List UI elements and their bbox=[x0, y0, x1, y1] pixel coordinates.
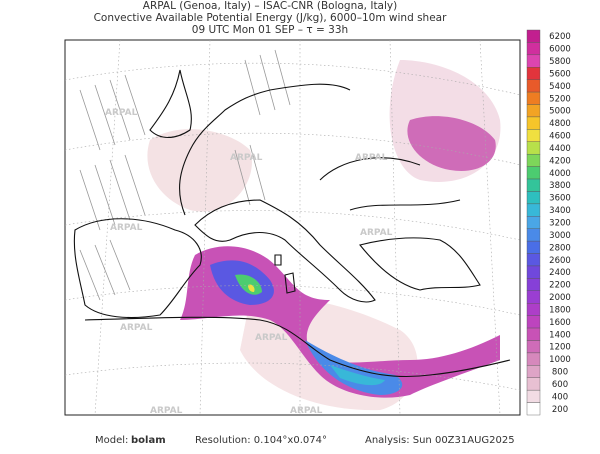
colorbar-label: 2800 bbox=[549, 243, 571, 253]
colorbar-swatch bbox=[526, 377, 541, 391]
colorbar-swatch bbox=[526, 327, 541, 341]
colorbar-label: 3400 bbox=[549, 206, 571, 216]
colorbar-swatch bbox=[526, 365, 541, 378]
colorbar-swatch bbox=[526, 67, 541, 80]
watermark: ARPAL bbox=[255, 333, 288, 343]
colorbar-swatch bbox=[526, 191, 541, 205]
colorbar-label: 1000 bbox=[549, 355, 571, 365]
footer-resolution: Resolution: 0.104°x0.074° bbox=[195, 435, 327, 446]
colorbar-swatch bbox=[526, 402, 541, 416]
watermark: ARPAL bbox=[150, 406, 183, 416]
colorbar-swatch bbox=[526, 91, 541, 105]
colorbar-label: 5600 bbox=[549, 69, 571, 79]
colorbar-swatch bbox=[526, 129, 541, 142]
colorbar-swatch bbox=[526, 389, 541, 403]
colorbar-label: 6000 bbox=[549, 45, 571, 55]
colorbar-swatch bbox=[526, 265, 541, 279]
colorbar-label: 1400 bbox=[549, 330, 571, 340]
colorbar-label: 600 bbox=[552, 380, 568, 390]
colorbar-label: 4200 bbox=[549, 156, 571, 166]
colorbar-swatch bbox=[526, 228, 541, 242]
colorbar-swatch bbox=[526, 166, 541, 180]
colorbar-swatch bbox=[526, 54, 541, 68]
colorbar-swatch bbox=[526, 29, 541, 43]
colorbar-label: 3800 bbox=[549, 181, 571, 191]
colorbar-label: 2000 bbox=[549, 293, 571, 303]
colorbar-swatch bbox=[526, 303, 541, 316]
colorbar-label: 1600 bbox=[549, 318, 571, 328]
colorbar-label: 6200 bbox=[549, 32, 571, 42]
colorbar-swatch bbox=[526, 290, 541, 304]
watermark: ARPAL bbox=[360, 228, 393, 238]
watermark: ARPAL bbox=[120, 323, 153, 333]
colorbar-label: 5200 bbox=[549, 94, 571, 104]
colorbar-label: 4400 bbox=[549, 144, 571, 154]
footer-analysis: Analysis: Sun 00Z31AUG2025 bbox=[365, 435, 515, 446]
colorbar-label: 1200 bbox=[549, 343, 571, 353]
watermark: ARPAL bbox=[110, 223, 143, 233]
colorbar-label: 4000 bbox=[549, 169, 571, 179]
colorbar-label: 4600 bbox=[549, 132, 571, 142]
colorbar-swatch bbox=[526, 352, 541, 366]
colorbar-swatch bbox=[526, 104, 541, 118]
colorbar-label: 2600 bbox=[549, 256, 571, 266]
colorbar-label: 3000 bbox=[549, 231, 571, 241]
colorbar-label: 5000 bbox=[549, 107, 571, 117]
colorbar-label: 2200 bbox=[549, 281, 571, 291]
colorbar-swatch bbox=[526, 340, 541, 354]
map: ARPAL ARPAL ARPAL ARPAL ARPAL ARPAL ARPA… bbox=[64, 39, 521, 416]
colorbar-swatch bbox=[526, 116, 541, 130]
colorbar-label: 200 bbox=[552, 405, 568, 415]
colorbar-label: 800 bbox=[552, 368, 568, 378]
colorbar-swatch bbox=[526, 141, 541, 155]
watermark: ARPAL bbox=[355, 153, 388, 163]
colorbar-swatch bbox=[526, 240, 541, 254]
colorbar-label: 5400 bbox=[549, 82, 571, 92]
colorbar-label: 2400 bbox=[549, 268, 571, 278]
colorbar-label: 400 bbox=[552, 392, 568, 402]
colorbar-swatch bbox=[526, 178, 541, 192]
colorbar-swatch bbox=[526, 153, 541, 167]
colorbar-swatch bbox=[526, 315, 541, 329]
colorbar-label: 4800 bbox=[549, 119, 571, 129]
colorbar-swatch bbox=[526, 216, 541, 229]
watermark: ARPAL bbox=[105, 108, 138, 118]
colorbar-swatch bbox=[526, 42, 541, 56]
colorbar-swatch bbox=[526, 278, 541, 292]
colorbar-label: 3200 bbox=[549, 219, 571, 229]
colorbar-label: 3600 bbox=[549, 194, 571, 204]
footer-label: Model: bbox=[95, 435, 128, 446]
colorbar-swatch bbox=[526, 203, 541, 217]
header-line: 09 UTC Mon 01 SEP – τ = 33h bbox=[192, 24, 348, 36]
watermark: ARPAL bbox=[230, 153, 263, 163]
colorbar-swatch bbox=[526, 253, 541, 267]
colorbar-label: 1800 bbox=[549, 305, 571, 315]
colorbar: 6200 6000 5800 5600 5400 5200 5000 4800 4600 4400… bbox=[526, 29, 571, 416]
header-line: Convective Available Potential Energy (J… bbox=[94, 12, 448, 24]
footer-model: bolam bbox=[131, 435, 166, 446]
header-line: ARPAL (Genoa, Italy) – ISAC-CNR (Bologna… bbox=[143, 0, 397, 12]
colorbar-swatch bbox=[526, 79, 541, 93]
watermark: ARPAL bbox=[290, 406, 323, 416]
colorbar-label: 5800 bbox=[549, 57, 571, 67]
